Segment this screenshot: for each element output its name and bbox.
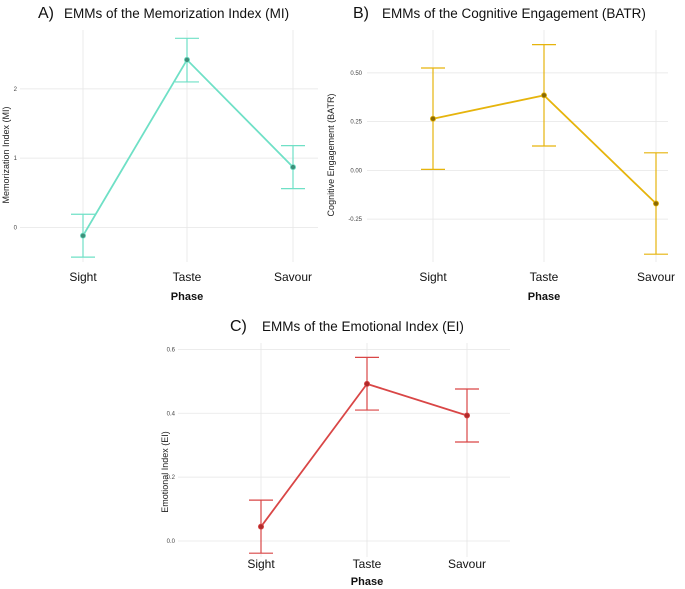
- y-tick-label: 0.6: [167, 347, 176, 353]
- y-axis-label: Cognitive Engagement (BATR): [326, 94, 336, 217]
- y-tick-label: 0: [14, 225, 18, 231]
- panel-letter: B): [353, 5, 369, 22]
- y-tick-label: 1: [14, 156, 18, 162]
- plot-area: -0.25 0.00 0.25 0.50 Sight Taste Savour: [348, 30, 675, 284]
- y-axis-label: Emotional Index (EI): [160, 431, 170, 513]
- y-axis-label: Memorization Index (MI): [1, 106, 11, 203]
- chart-title: EMMs of the Cognitive Engagement (BATR): [382, 6, 646, 21]
- chart-title: EMMs of the Emotional Index (EI): [262, 319, 464, 334]
- x-axis-label: Phase: [528, 291, 560, 303]
- x-tick-label: Sight: [419, 270, 447, 284]
- y-tick-label: 0.0: [167, 539, 176, 545]
- y-tick-label: -0.25: [348, 217, 362, 223]
- y-tick-label: 2: [14, 87, 18, 93]
- data-point: [363, 380, 370, 387]
- x-tick-label: Savour: [448, 557, 486, 571]
- data-point: [653, 200, 660, 207]
- plot-area: 0 1 2 Sight Taste Savour: [14, 30, 318, 284]
- y-tick-label: 0.50: [350, 71, 362, 77]
- x-tick-label: Sight: [69, 270, 97, 284]
- series-line: [82, 58, 294, 237]
- x-axis-label: Phase: [171, 291, 203, 303]
- data-point: [429, 115, 436, 122]
- series-line: [260, 382, 468, 528]
- data-point: [183, 56, 190, 63]
- x-tick-label: Savour: [274, 270, 312, 284]
- x-tick-label: Savour: [637, 270, 675, 284]
- x-tick-label: Taste: [530, 270, 559, 284]
- chart-panel-c: C) EMMs of the Emotional Index (EI) Emot…: [160, 318, 510, 588]
- y-tick-label: 0.25: [350, 120, 362, 126]
- panel-letter: C): [230, 318, 247, 335]
- data-point: [463, 412, 470, 419]
- y-tick-label: 0.2: [167, 475, 176, 481]
- chart-panel-a: A) EMMs of the Memorization Index (MI) M…: [1, 5, 318, 303]
- x-tick-label: Taste: [353, 557, 382, 571]
- y-tick-label: 0.4: [167, 411, 176, 417]
- x-axis-label: Phase: [351, 576, 383, 588]
- panel-letter: A): [38, 5, 54, 22]
- y-tick-label: 0.00: [350, 168, 362, 174]
- plot-area: 0.0 0.2 0.4 0.6 Sight Taste Savour: [167, 343, 510, 571]
- x-tick-label: Sight: [247, 557, 275, 571]
- chart-panel-b: B) EMMs of the Cognitive Engagement (BAT…: [326, 5, 675, 303]
- x-tick-label: Taste: [173, 270, 202, 284]
- data-point: [80, 232, 87, 239]
- data-point: [541, 92, 548, 99]
- data-point: [289, 164, 296, 171]
- data-point: [257, 523, 264, 530]
- chart-title: EMMs of the Memorization Index (MI): [64, 6, 289, 21]
